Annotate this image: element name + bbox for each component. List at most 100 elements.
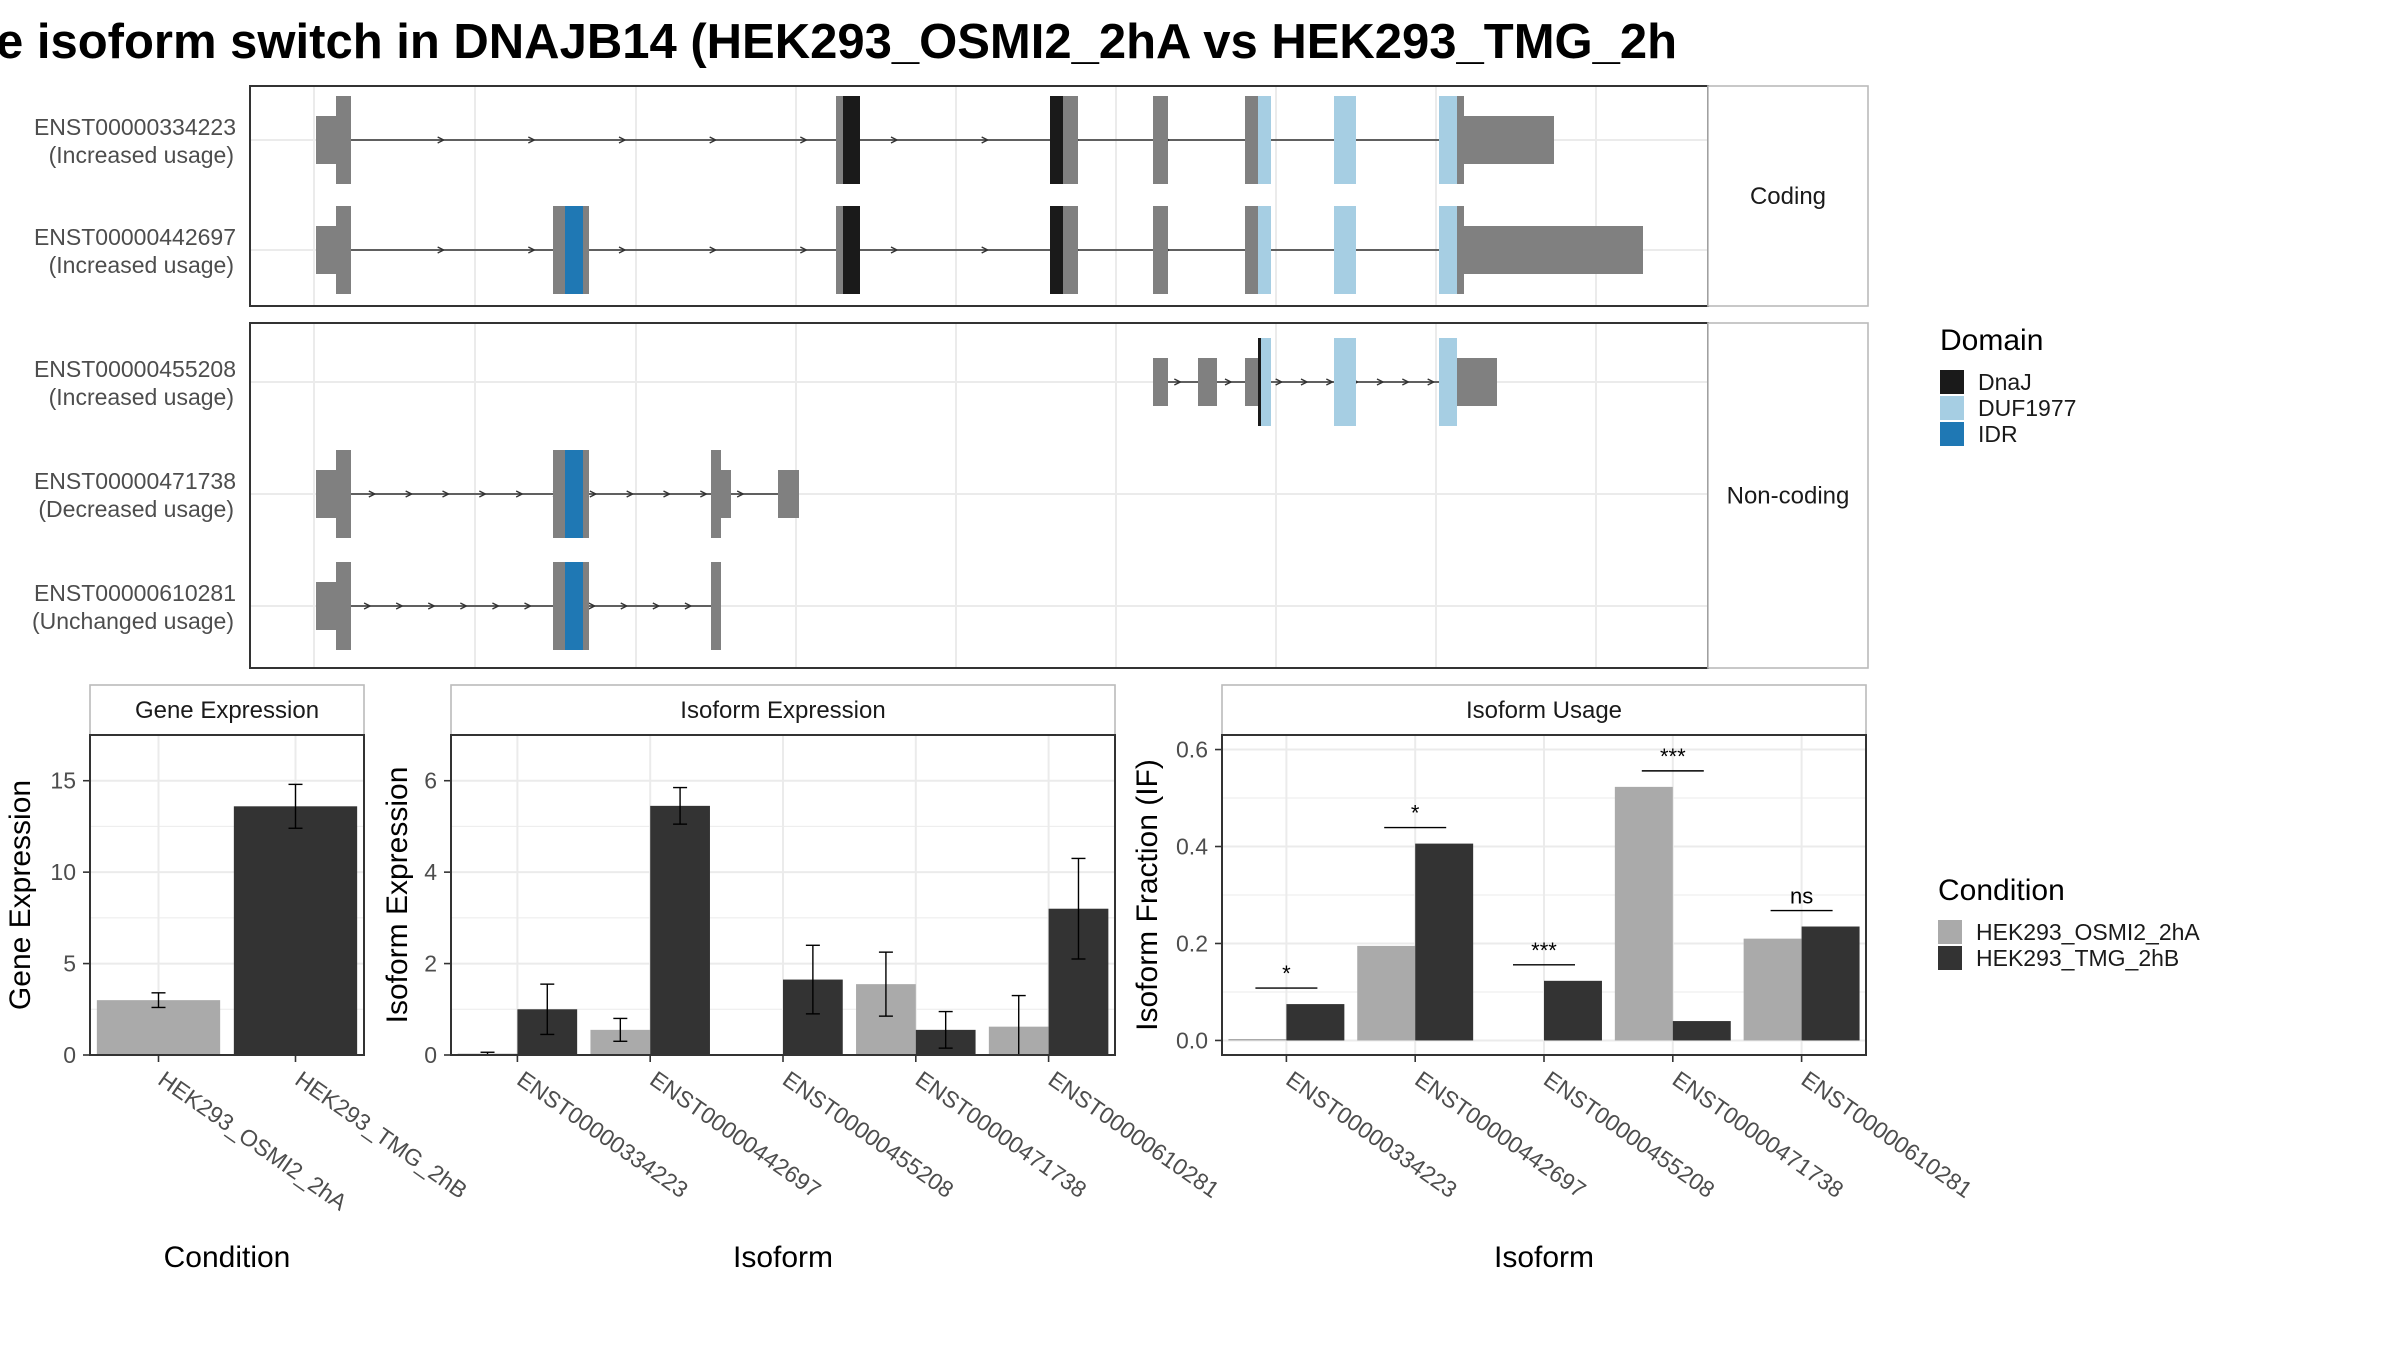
direction-arrow <box>981 246 990 254</box>
direction-arrow <box>363 602 372 610</box>
exon-block <box>316 116 336 164</box>
direction-arrow <box>479 490 487 498</box>
domain-duf1977-block <box>1334 338 1356 426</box>
exon-block <box>316 470 336 518</box>
direction-arrow <box>405 490 414 498</box>
exon-block <box>1457 358 1497 406</box>
significance-label: *** <box>1531 938 1557 963</box>
direction-arrow <box>1402 378 1410 386</box>
figure-title: e isoform switch in DNAJB14 (HEK293_OSMI… <box>0 15 1677 69</box>
y-tick-label: 0 <box>63 1042 76 1068</box>
direction-arrow <box>588 602 597 610</box>
domain-dnaj-block <box>1050 96 1063 184</box>
direction-arrow <box>620 602 629 610</box>
y-tick-label: 0.0 <box>1176 1027 1208 1053</box>
domain-dnaj-block <box>843 206 860 294</box>
bar <box>1801 926 1860 1041</box>
direction-arrow <box>700 490 708 498</box>
facet-strip-label: Non-coding <box>1727 483 1850 510</box>
exon-block <box>1063 96 1078 184</box>
exon-block <box>721 470 731 518</box>
y-tick-label: 0 <box>424 1042 437 1068</box>
direction-arrow <box>890 246 899 254</box>
condition-legend-swatch <box>1938 946 1962 970</box>
domain-duf1977-block <box>1258 206 1271 294</box>
y-axis-title: Isoform Expression <box>381 767 414 1024</box>
direction-arrow <box>528 246 536 254</box>
exon-block <box>711 562 721 650</box>
direction-arrow <box>981 136 990 144</box>
direction-arrow <box>1326 378 1334 386</box>
facet-strip <box>1707 85 1869 307</box>
exon-block <box>1153 96 1168 184</box>
domain-duf1977-block <box>1334 96 1356 184</box>
panel-strip <box>89 684 365 736</box>
exon-block <box>1153 358 1168 406</box>
direction-arrow <box>663 490 672 498</box>
bar <box>650 805 710 1055</box>
direction-arrow <box>684 602 693 610</box>
bar <box>1743 938 1802 1041</box>
domain-idr-block <box>565 562 583 650</box>
domain-duf1977-block <box>1439 338 1457 426</box>
y-axis-title: Gene Expression <box>4 780 37 1010</box>
direction-arrow <box>1224 378 1233 386</box>
bar <box>1228 1039 1287 1041</box>
exon-block <box>316 226 336 274</box>
direction-arrow <box>890 136 899 144</box>
y-tick-label: 2 <box>424 951 437 977</box>
direction-arrow <box>492 602 500 610</box>
exon-block <box>336 450 351 538</box>
exon-block <box>778 470 799 518</box>
domain-idr-block <box>565 206 583 294</box>
panel-strip <box>450 684 1116 736</box>
x-axis-title: Isoform <box>733 1241 833 1274</box>
direction-arrow <box>626 490 635 498</box>
domain-duf1977-block <box>1334 206 1356 294</box>
direction-arrow <box>800 136 808 144</box>
direction-arrow <box>528 136 536 144</box>
exon-block <box>1245 96 1258 184</box>
panel-title: Gene Expression <box>135 697 319 724</box>
direction-arrow <box>709 136 718 144</box>
direction-arrow <box>1174 378 1182 386</box>
facet-strip-label: Coding <box>1750 183 1826 210</box>
exon-block <box>336 96 351 184</box>
transcript-id-label: ENST00000471738 <box>34 468 236 494</box>
direction-arrow <box>709 246 718 254</box>
facet-strip <box>1707 322 1869 669</box>
bar <box>1415 843 1474 1041</box>
direction-arrow <box>618 246 627 254</box>
domain-duf1977-block <box>1258 338 1271 426</box>
direction-arrow <box>395 602 404 610</box>
bar <box>1544 980 1602 1041</box>
transcript-usage-label: (Increased usage) <box>49 142 234 168</box>
y-tick-label: 10 <box>50 859 76 885</box>
bar <box>1672 1021 1731 1041</box>
exon-block <box>836 96 843 184</box>
transcript-usage-label: (Increased usage) <box>49 252 234 278</box>
transcript-id-label: ENST00000610281 <box>34 580 236 606</box>
direction-arrow <box>460 602 468 610</box>
bar <box>1614 786 1673 1041</box>
significance-label: * <box>1282 961 1291 986</box>
direction-arrow <box>368 490 377 498</box>
exon-block <box>1457 96 1464 184</box>
y-tick-label: 6 <box>424 768 437 794</box>
y-tick-label: 0.4 <box>1176 834 1208 860</box>
domain-duf1977-block <box>1439 96 1457 184</box>
domain-legend-swatch <box>1940 396 1964 420</box>
domain-legend-label: IDR <box>1978 421 2018 447</box>
x-axis-title: Condition <box>164 1241 291 1274</box>
y-tick-label: 0.2 <box>1176 930 1208 956</box>
direction-arrow <box>437 136 446 144</box>
transcript-usage-label: (Unchanged usage) <box>32 608 234 634</box>
direction-arrow <box>736 490 745 498</box>
domain-legend-swatch <box>1940 370 1964 394</box>
domain-dnaj-block <box>843 96 860 184</box>
domain-legend-swatch <box>1940 422 1964 446</box>
domain-dnaj-block <box>1050 206 1063 294</box>
domain-legend-label: DUF1977 <box>1978 395 2076 421</box>
condition-legend-label: HEK293_TMG_2hB <box>1976 945 2179 971</box>
